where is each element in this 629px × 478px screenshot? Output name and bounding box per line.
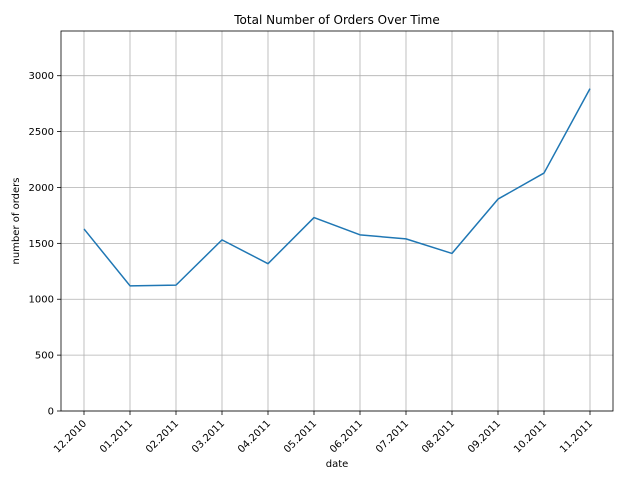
x-tick-label: 12.2010 [52,418,89,455]
series-line-0 [83,88,591,287]
x-tick-label: 03.2011 [190,418,227,455]
x-tick-label: 11.2011 [558,418,595,455]
x-tick-label: 07.2011 [374,418,411,455]
series-group [83,88,591,287]
grid [61,31,613,412]
y-axis-label: number of orders [11,178,22,265]
y-tick-label: 2500 [29,127,54,138]
chart-title: Total Number of Orders Over Time [233,13,439,27]
y-tick-label: 0 [48,407,54,418]
x-tick-label: 04.2011 [236,418,273,455]
x-tick-label: 02.2011 [144,418,181,455]
x-tick-label: 10.2011 [512,418,549,455]
y-tick-label: 1500 [29,239,54,250]
x-tick-label: 06.2011 [328,418,365,455]
x-axis-label: date [326,459,349,470]
y-tick-label: 1000 [29,295,54,306]
y-tick-label: 500 [35,351,54,362]
x-axis: 12.2010 01.2011 02.2011 03.2011 04.2011 05.20… [52,411,595,455]
y-tick-label: 3000 [29,71,54,82]
plot-frame [60,30,614,412]
x-tick-label: 01.2011 [98,418,135,455]
y-axis: 0 500 1000 1500 2000 2500 3000 [29,71,61,418]
y-tick-label: 2000 [29,183,54,194]
x-tick-label: 09.2011 [466,418,503,455]
x-tick-label: 05.2011 [282,418,319,455]
x-tick-label: 08.2011 [420,418,457,455]
